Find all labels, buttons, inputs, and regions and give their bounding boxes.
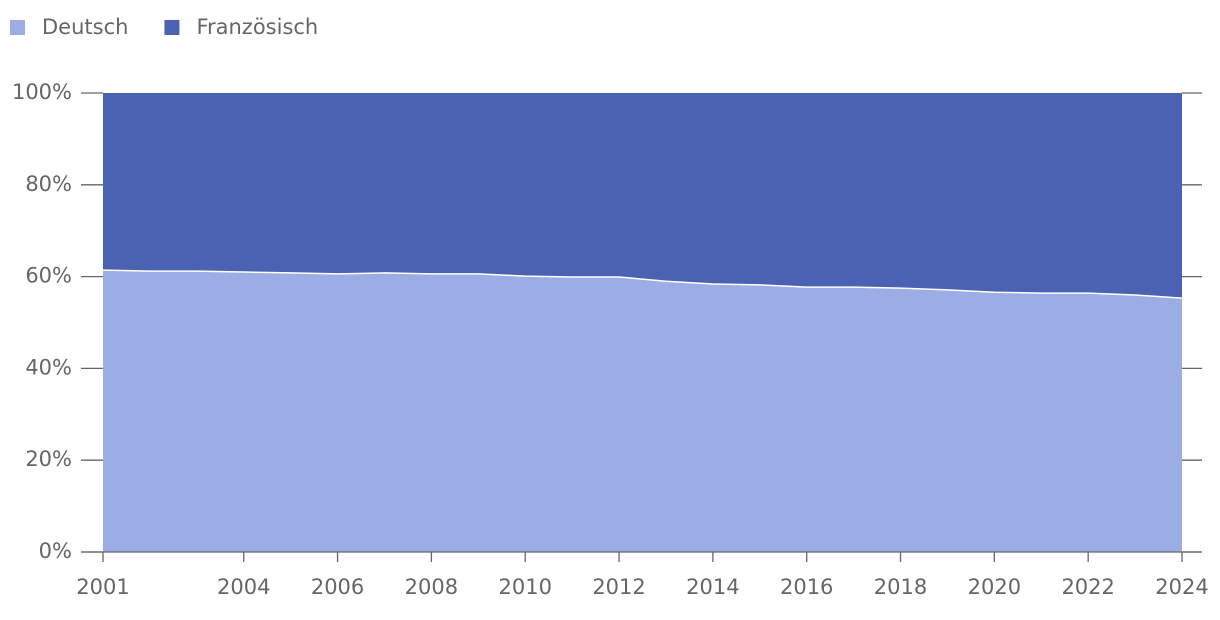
legend-swatch [164,20,180,35]
x-tick-label: 2010 [498,575,551,599]
y-tick-label: 100% [12,80,72,104]
y-tick-label: 80% [25,172,72,196]
x-tick-label: 2004 [217,575,270,599]
legend-swatch [10,20,25,35]
x-tick-label: 2022 [1061,575,1114,599]
y-tick-label: 0% [39,539,72,563]
x-tick-label: 2006 [311,575,364,599]
area [103,93,1182,299]
x-tick-label: 2018 [874,575,927,599]
legend-label: Französisch [196,15,318,39]
x-tick-label: 2024 [1155,575,1208,599]
x-tick-label: 2001 [76,575,129,599]
y-tick-label: 60% [25,264,72,288]
y-tick-label: 40% [25,355,72,379]
area [103,270,1182,552]
y-tick-label: 20% [25,447,72,471]
legend-label: Deutsch [42,15,128,39]
x-tick-label: 2008 [405,575,458,599]
x-tick-label: 2014 [686,575,739,599]
x-tick-label: 2012 [592,575,645,599]
boundary-line [102,269,1183,299]
x-tick-label: 2016 [780,575,833,599]
x-tick-label: 2020 [968,575,1021,599]
